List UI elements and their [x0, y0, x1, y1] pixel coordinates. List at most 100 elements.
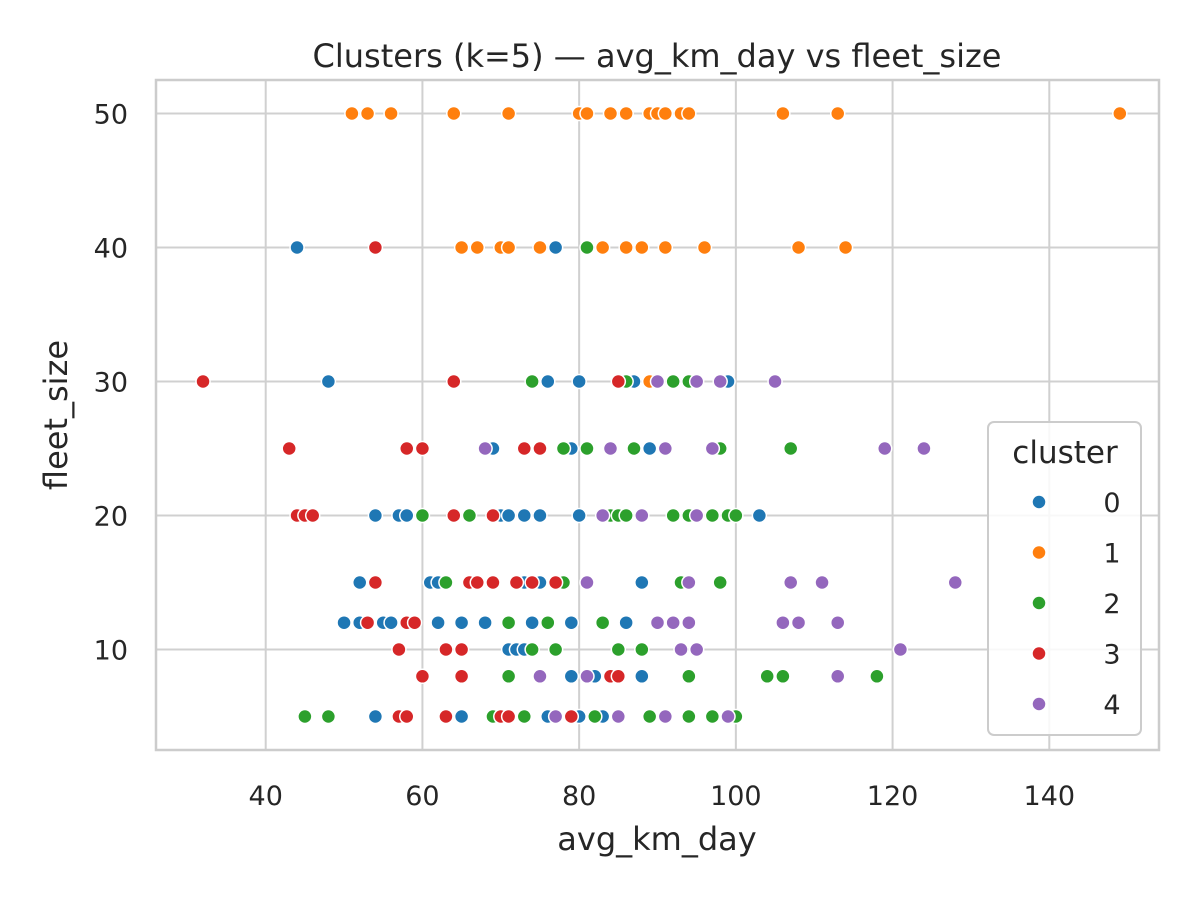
data-point-cluster-2: [704, 708, 721, 725]
data-point-cluster-2: [594, 614, 611, 631]
x-tick-label: 120: [867, 781, 919, 812]
data-point-cluster-3: [359, 614, 376, 631]
x-axis-label: avg_km_day: [557, 820, 756, 858]
data-point-cluster-0: [320, 373, 337, 390]
data-point-cluster-2: [555, 440, 572, 457]
data-point-cluster-2: [524, 373, 540, 390]
data-point-cluster-2: [500, 614, 517, 631]
data-point-cluster-3: [281, 440, 297, 457]
legend-marker: [1031, 544, 1047, 561]
data-point-cluster-1: [602, 105, 619, 122]
data-point-cluster-4: [704, 440, 721, 457]
y-tick-label: 50: [94, 100, 128, 131]
data-point-cluster-4: [634, 507, 650, 524]
legend-label: 2: [1103, 589, 1120, 620]
legend-marker: [1031, 595, 1047, 611]
data-point-cluster-0: [641, 440, 658, 457]
data-point-cluster-0: [634, 668, 650, 685]
data-point-cluster-4: [767, 373, 783, 390]
data-point-cluster-3: [610, 373, 627, 390]
data-point-cluster-4: [579, 574, 595, 591]
data-point-cluster-1: [696, 239, 713, 256]
data-point-cluster-2: [704, 507, 721, 524]
data-point-cluster-0: [500, 507, 517, 524]
data-point-cluster-2: [634, 641, 650, 658]
data-point-cluster-4: [579, 668, 595, 685]
data-point-cluster-2: [782, 440, 799, 457]
data-point-cluster-1: [681, 105, 697, 122]
data-point-cluster-0: [289, 239, 305, 256]
legend-label: 4: [1103, 690, 1120, 721]
data-point-cluster-4: [829, 668, 846, 685]
data-point-cluster-3: [485, 507, 501, 524]
data-point-cluster-0: [532, 507, 548, 524]
data-point-cluster-4: [775, 614, 791, 631]
data-points: [195, 105, 1128, 725]
data-point-cluster-4: [657, 708, 674, 725]
data-point-cluster-0: [563, 614, 580, 631]
data-point-cluster-1: [790, 239, 807, 256]
data-point-cluster-3: [524, 574, 540, 591]
data-point-cluster-1: [594, 239, 611, 256]
data-point-cluster-3: [547, 574, 564, 591]
data-point-cluster-2: [618, 507, 634, 524]
data-point-cluster-1: [775, 105, 791, 122]
legend-label: 0: [1103, 488, 1120, 519]
data-point-cluster-2: [759, 668, 775, 685]
data-point-cluster-0: [571, 373, 587, 390]
data-point-cluster-4: [610, 708, 627, 725]
data-point-cluster-0: [336, 614, 352, 631]
data-point-cluster-3: [195, 373, 211, 390]
data-point-cluster-0: [516, 507, 533, 524]
data-point-cluster-0: [563, 668, 580, 685]
legend-marker: [1031, 494, 1047, 510]
data-point-cluster-1: [634, 239, 650, 256]
data-point-cluster-0: [540, 373, 556, 390]
legend-title: cluster: [1012, 435, 1118, 471]
data-point-cluster-3: [367, 239, 384, 256]
data-point-cluster-2: [579, 239, 595, 256]
data-point-cluster-2: [610, 641, 627, 658]
data-point-cluster-4: [916, 440, 932, 457]
legend-marker: [1031, 696, 1047, 712]
legend-marker: [1031, 645, 1047, 662]
data-point-cluster-3: [563, 708, 580, 725]
data-point-cluster-3: [391, 641, 407, 658]
data-point-cluster-4: [657, 440, 674, 457]
data-point-cluster-4: [681, 574, 697, 591]
data-point-cluster-0: [383, 614, 399, 631]
data-point-cluster-2: [500, 668, 517, 685]
data-point-cluster-4: [688, 373, 705, 390]
legend-box: [987, 421, 1142, 736]
data-point-cluster-2: [869, 668, 885, 685]
data-point-cluster-4: [649, 373, 666, 390]
data-point-cluster-0: [634, 574, 650, 591]
data-point-cluster-1: [829, 105, 846, 122]
data-point-cluster-2: [540, 614, 556, 631]
data-point-cluster-2: [641, 708, 658, 725]
x-tick-label: 80: [562, 781, 596, 812]
data-point-cluster-0: [367, 507, 384, 524]
data-point-cluster-2: [516, 708, 533, 725]
data-point-cluster-0: [453, 614, 470, 631]
data-point-cluster-3: [485, 574, 501, 591]
data-point-cluster-1: [579, 105, 595, 122]
data-point-cluster-4: [892, 641, 909, 658]
data-point-cluster-4: [681, 614, 697, 631]
data-point-cluster-4: [782, 574, 799, 591]
data-point-cluster-2: [414, 507, 431, 524]
data-point-cluster-3: [399, 440, 415, 457]
data-point-cluster-3: [508, 574, 525, 591]
data-point-cluster-4: [673, 641, 689, 658]
y-tick-label: 10: [94, 636, 128, 667]
data-point-cluster-3: [304, 507, 321, 524]
data-point-cluster-2: [579, 440, 595, 457]
legend-label: 1: [1103, 539, 1120, 570]
data-point-cluster-3: [446, 373, 462, 390]
x-tick-label: 60: [405, 781, 439, 812]
data-point-cluster-2: [626, 440, 642, 457]
data-point-cluster-4: [477, 440, 493, 457]
data-point-cluster-2: [681, 708, 697, 725]
data-point-cluster-0: [367, 708, 384, 725]
